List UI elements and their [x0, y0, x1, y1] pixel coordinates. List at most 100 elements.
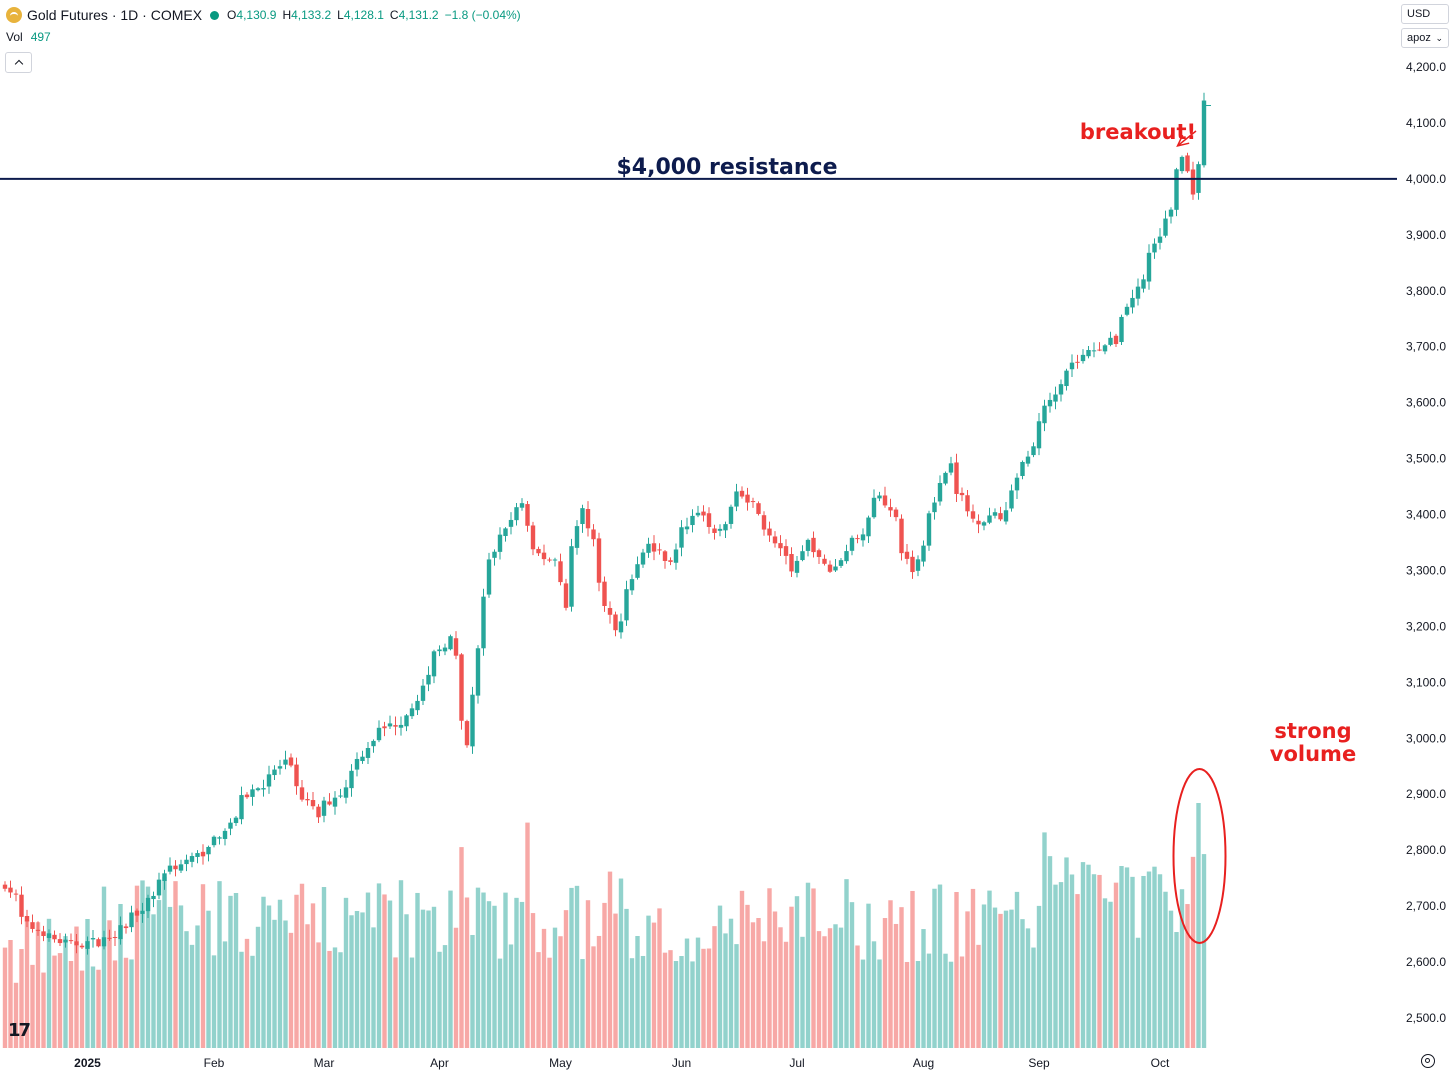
volume-bar [877, 959, 882, 1048]
candle-body [1069, 362, 1075, 370]
candle-body [1190, 169, 1196, 195]
volume-bar [486, 901, 492, 1048]
volume-bar [893, 923, 899, 1048]
price-tick-label: 3,300.0 [1406, 563, 1446, 577]
resistance-label: $4,000 resistance [616, 155, 837, 180]
scale-mode-select[interactable]: apoz ⌄ [1401, 28, 1449, 48]
volume-bar [536, 952, 541, 1048]
candle-body [354, 758, 360, 770]
candle-body [910, 556, 915, 573]
volume-bar [426, 910, 431, 1048]
candle-body [1102, 345, 1108, 352]
market-status-dot-icon [210, 10, 220, 20]
candle-body [794, 560, 800, 573]
candle-body [63, 939, 68, 943]
candle-body [24, 916, 30, 922]
volume-bar [74, 926, 79, 1048]
volume-bar [184, 931, 189, 1048]
candle-body [189, 856, 195, 862]
volume-bar [63, 936, 68, 1048]
collapse-chevron-icon[interactable] [5, 52, 32, 73]
volume-bar [129, 959, 134, 1048]
volume-bar [1097, 874, 1102, 1048]
candle-body [860, 534, 866, 541]
candle-body [816, 550, 822, 557]
candle-body [739, 490, 745, 497]
candle-body [668, 560, 673, 562]
candle-body [52, 934, 57, 940]
symbol-title[interactable]: Gold Futures · 1D · COMEX [27, 7, 203, 23]
volume-bar [926, 953, 932, 1048]
volume-bar [1058, 882, 1064, 1048]
candle-body [783, 546, 789, 556]
volume-bar [1047, 856, 1053, 1048]
volume-bar [640, 955, 646, 1048]
candle-body [250, 789, 255, 797]
candle-body [899, 518, 904, 554]
price-tick-label: 3,800.0 [1406, 284, 1446, 298]
price-tick-label: 2,500.0 [1406, 1011, 1446, 1025]
candle-body [805, 539, 811, 551]
volume-bar [140, 880, 145, 1048]
candle-body [96, 939, 101, 947]
candle-body [1031, 446, 1036, 456]
candle-body [382, 726, 387, 729]
candle-body [981, 522, 987, 526]
tradingview-logo-icon[interactable]: 17 [8, 1020, 31, 1041]
price-tick-label: 3,000.0 [1406, 731, 1446, 745]
candle-body [156, 879, 162, 896]
candle-body [706, 513, 712, 527]
close-value: 4,131.2 [398, 8, 439, 22]
candle-body [195, 853, 200, 857]
candle-body [503, 528, 508, 537]
volume-bar [855, 945, 860, 1048]
candle-body [74, 941, 79, 946]
volume-bar [728, 918, 734, 1048]
candle-body [2, 884, 8, 889]
currency-select[interactable]: USD [1401, 4, 1449, 24]
candle-body [756, 503, 761, 514]
volume-bar [145, 886, 151, 1048]
candle-body [888, 507, 893, 511]
candle-body [316, 806, 321, 818]
strong-volume-label-line: strong [1274, 719, 1351, 743]
candle-body [965, 495, 970, 512]
volume-bar [816, 931, 822, 1048]
candle-body [750, 501, 756, 503]
volume-bar [316, 942, 321, 1048]
candle-body [712, 528, 717, 533]
candle-body [745, 494, 750, 503]
candle-body [371, 740, 376, 747]
candle-body [904, 551, 910, 559]
volume-bar [68, 960, 74, 1048]
time-axis: 2025 Feb Mar Apr May Jun Jul Aug Sep Oct [74, 1056, 1170, 1070]
volume-bar [1053, 884, 1058, 1048]
volume-bar [382, 894, 387, 1048]
volume-bar [563, 910, 569, 1048]
volume-bar [35, 922, 41, 1048]
volume-bar [860, 959, 866, 1048]
settings-gear-icon[interactable] [1421, 1054, 1435, 1068]
candle-body [365, 747, 371, 758]
candle-body [239, 795, 244, 820]
candle-body [866, 517, 871, 537]
volume-bar [211, 955, 217, 1048]
candle-body [580, 508, 585, 525]
volume-bar [552, 927, 558, 1048]
candle-body [679, 527, 684, 548]
candle-body [937, 482, 943, 502]
volume-bar [13, 982, 19, 1048]
volume-bar [591, 946, 596, 1048]
price-tick-label: 4,200.0 [1406, 60, 1446, 74]
volume-bar [1146, 871, 1152, 1048]
candle-body [46, 933, 52, 939]
candle-body [442, 647, 448, 652]
time-tick-label: 2025 [74, 1056, 101, 1070]
volume-bar [607, 871, 613, 1048]
volume-bar [1168, 910, 1174, 1048]
volume-bar [1102, 898, 1108, 1048]
volume-bar [739, 890, 745, 1048]
volume-bar [761, 941, 767, 1048]
price-tick-label: 2,600.0 [1406, 955, 1446, 969]
